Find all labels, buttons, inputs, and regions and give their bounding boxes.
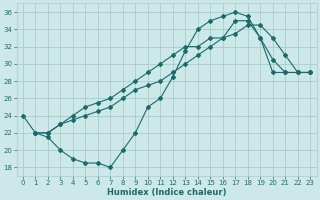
X-axis label: Humidex (Indice chaleur): Humidex (Indice chaleur)	[107, 188, 226, 197]
